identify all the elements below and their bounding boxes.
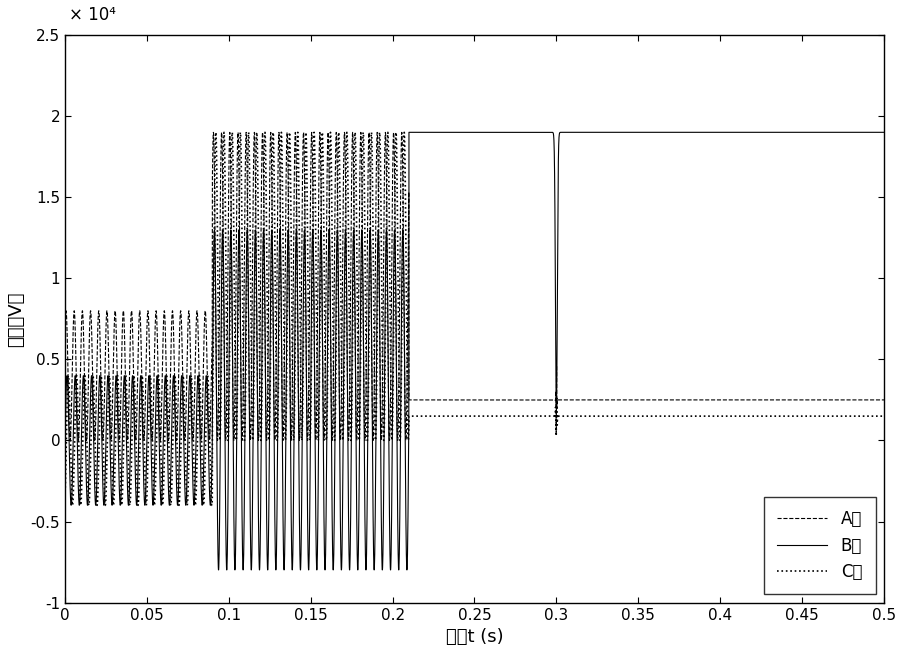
- C相: [625, 412, 636, 420]
- A相: [878, 396, 888, 404]
- C相: [878, 412, 888, 420]
- C相: [220, 238, 231, 246]
- B相: [878, 129, 888, 136]
- A相: [824, 396, 835, 404]
- C相: [210, 129, 221, 136]
- B相: [824, 129, 835, 136]
- B相: [819, 129, 830, 136]
- A相: [60, 326, 70, 334]
- A相: [170, 436, 181, 444]
- Line: C相: C相: [65, 133, 883, 505]
- Legend: A相, B相, C相: A相, B相, C相: [763, 497, 875, 594]
- B相: [220, 478, 231, 486]
- C相: [60, 493, 70, 501]
- A相: [220, 435, 231, 443]
- C相: [824, 412, 835, 420]
- Line: B相: B相: [65, 133, 883, 570]
- B相: [625, 129, 636, 136]
- B相: [797, 129, 808, 136]
- C相: [819, 412, 830, 420]
- A相: [396, 129, 407, 136]
- Y-axis label: 电压（V）: 电压（V）: [7, 291, 25, 347]
- C相: [157, 502, 168, 509]
- C相: [455, 412, 465, 420]
- Text: × 10⁴: × 10⁴: [69, 6, 115, 24]
- A相: [455, 396, 465, 404]
- A相: [819, 396, 830, 404]
- B相: [60, 437, 70, 445]
- X-axis label: 时间t (s): 时间t (s): [446, 628, 502, 646]
- B相: [327, 566, 338, 574]
- Line: A相: A相: [65, 133, 883, 440]
- A相: [625, 396, 636, 404]
- B相: [455, 129, 465, 136]
- B相: [403, 129, 414, 136]
- C相: [797, 412, 808, 420]
- A相: [797, 396, 808, 404]
